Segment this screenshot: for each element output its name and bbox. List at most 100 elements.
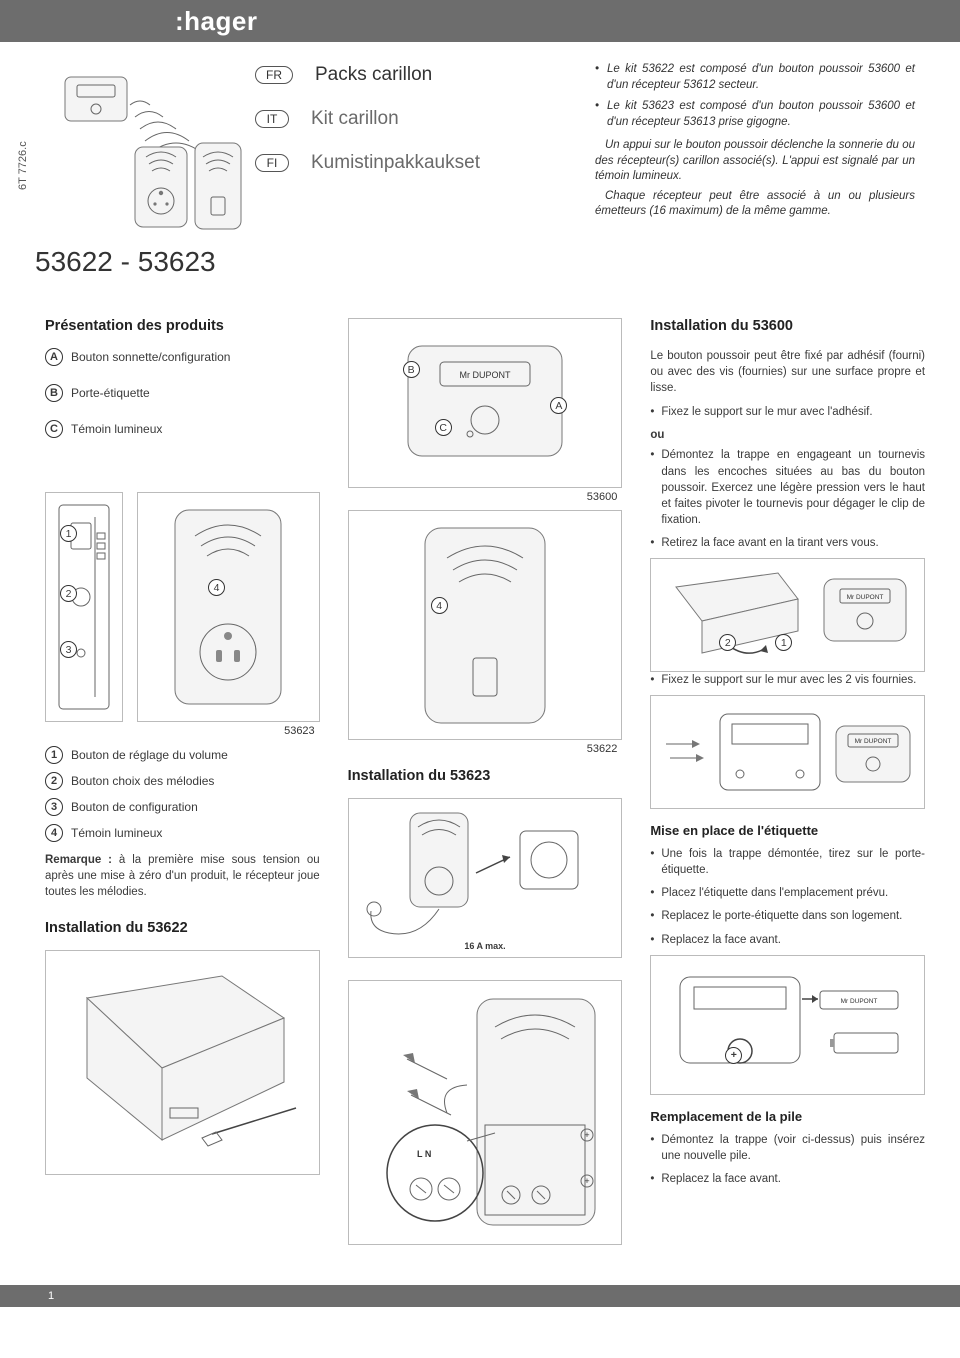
install-53600-ou: ou [650,427,925,443]
marker-4: 4 [45,824,63,842]
pile-list: Démontez la trappe (voir ci-dessus) puis… [650,1132,925,1187]
amp-note: 16 A max. [464,941,505,951]
etiquette-title: Mise en place de l'étiquette [650,823,925,838]
page-number: 1 [48,1290,54,1302]
marker-a: A [45,348,63,366]
intro-bullet: Le kit 53623 est composé d'un bouton pou… [595,99,915,130]
footer-bar: 1 [0,1285,960,1307]
ctrl-text: Bouton de réglage du volume [71,748,228,762]
header-bar: :hager [0,0,960,42]
fig-install-53622 [45,950,320,1175]
pres-text: Bouton sonnette/configuration [71,350,230,364]
ctrl-item: 1 Bouton de réglage du volume [45,746,320,764]
ctrl-text: Témoin lumineux [71,826,162,840]
etq-item: Une fois la trappe démontée, tirez sur l… [650,846,925,878]
callout-3: 3 [60,641,77,658]
callout-4b: 4 [431,597,448,614]
model-range: 53622 - 53623 [35,246,255,278]
install-53622-title: Installation du 53622 [45,920,320,936]
etq-item: Replacez la face avant. [650,932,925,948]
pres-item-c: C Témoin lumineux [45,420,320,438]
ctrl-text: Bouton de configuration [71,800,198,814]
doc-ref: 6T 7726.c [17,141,29,190]
install-53623-title: Installation du 53623 [348,768,623,784]
install-53600-b2: Démontez la trappe en engageant un tourn… [650,447,925,527]
fig-53600: Mr DUPONT B A C 53600 [348,318,623,488]
callout-b: B [403,361,420,378]
ctrl-item: 4 Témoin lumineux [45,824,320,842]
intro-bullet: Le kit 53622 est composé d'un bouton pou… [595,62,915,93]
etq-item: Replacez le porte-étiquette dans son log… [650,908,925,924]
callout-2: 2 [60,585,77,602]
controls-list: 1 Bouton de réglage du volume 2 Bouton cho… [45,746,320,842]
svg-text:Mr DUPONT: Mr DUPONT [854,738,891,745]
intro-text: Le kit 53622 est composé d'un bouton pou… [595,60,915,278]
col-1: Présentation des produits A Bouton sonne… [45,318,320,1245]
marker-b: B [45,384,63,402]
fig-53600-screws: Mr DUPONT [650,695,925,809]
top-section: 6T 7726.c [0,42,960,278]
lang-row-it: IT Kit carillon [255,108,595,130]
receiver-figs-row: 1 2 3 4 53623 [45,492,320,722]
ctrl-text: Bouton choix des mélodies [71,774,214,788]
main-content: Présentation des produits A Bouton sonne… [0,278,960,1265]
lang-row-fr: FR Packs carillon [255,64,595,86]
callout-4: 4 [208,579,225,596]
svg-text:Mr DUPONT: Mr DUPONT [840,998,877,1005]
lang-label-fi: Kumistinpakkaukset [311,152,480,174]
fig-label-53622: 53622 [587,743,618,755]
pres-text: Témoin lumineux [71,422,162,436]
pile-item: Replacez la face avant. [650,1171,925,1187]
intro-para: Chaque récepteur peut être associé à un … [595,189,915,220]
install-53600-after: Fixez le support sur le mur avec les 2 v… [650,672,925,688]
lang-code-fi: FI [255,154,289,172]
fig-receiver-53622: 4 53622 [348,510,623,740]
pres-item-b: B Porte-étiquette [45,384,320,402]
pile-item: Démontez la trappe (voir ci-dessus) puis… [650,1132,925,1164]
presentation-title: Présentation des produits [45,318,320,334]
ctrl-item: 2 Bouton choix des mélodies [45,772,320,790]
callout-1: 1 [60,525,77,542]
install-53600-title: Installation du 53600 [650,318,925,334]
language-titles: FR Packs carillon IT Kit carillon FI Kum… [255,60,595,278]
marker-1: 1 [45,746,63,764]
pres-item-a: A Bouton sonnette/configuration [45,348,320,366]
fig-label-53600: 53600 [587,491,618,503]
intro-para: Un appui sur le bouton poussoir déclench… [595,138,915,185]
fig-install-53623: 16 A max. [348,798,623,958]
pres-text: Porte-étiquette [71,386,150,400]
etiquette-list: Une fois la trappe démontée, tirez sur l… [650,846,925,947]
svg-text:Mr DUPONT: Mr DUPONT [846,594,883,601]
pile-title: Remplacement de la pile [650,1109,925,1124]
marker-2: 2 [45,772,63,790]
install-53600-b3: Retirez la face avant en la tirant vers … [650,535,925,551]
brand-logo: :hager [175,6,257,37]
svg-text:+: + [584,1176,589,1186]
lang-label-it: Kit carillon [311,108,399,130]
fig-receiver-53623: 4 53623 [137,492,320,722]
callout-c: C [435,419,452,436]
marker-c: C [45,420,63,438]
lang-code-it: IT [255,110,289,128]
ctrl-item: 3 Bouton de configuration [45,798,320,816]
marker-3: 3 [45,798,63,816]
ln-label: L N [417,1149,431,1159]
controls-note: Remarque : à la première mise sous tensi… [45,852,320,900]
plus-icon: + [725,1047,742,1064]
etq-item: Placez l'étiquette dans l'emplacement pr… [650,885,925,901]
lang-row-fi: FI Kumistinpakkaukset [255,152,595,174]
lang-code-fr: FR [255,66,293,84]
fig-wiring-53622: L N + + [348,980,623,1245]
svg-text:+: + [584,1130,589,1140]
fig-receiver-side: 1 2 3 [45,492,123,722]
product-photo [40,60,250,240]
install-53600-lead: Le bouton poussoir peut être fixé par ad… [650,348,925,396]
lang-label-fr: Packs carillon [315,64,432,86]
note-label: Remarque : [45,854,112,866]
col-2: Mr DUPONT B A C 53600 4 53622 Installati… [348,318,623,1245]
name-plate: Mr DUPONT [460,370,511,380]
top-left: 6T 7726.c [15,60,255,278]
install-53600-b1: Fixez le support sur le mur avec l'adhés… [650,404,925,420]
fig-etiquette: Mr DUPONT + [650,955,925,1095]
fig-53600-open: Mr DUPONT 1 2 [650,558,925,672]
